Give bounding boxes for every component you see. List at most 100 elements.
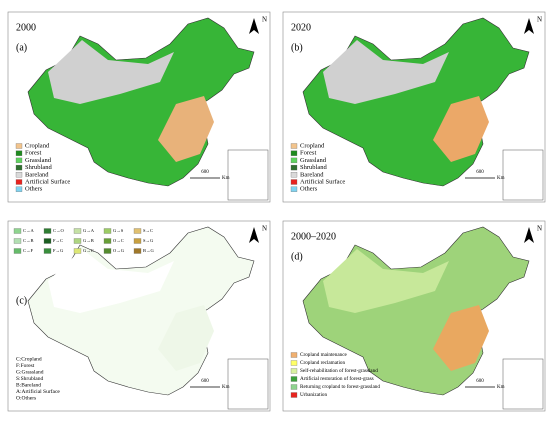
legend-swatch <box>133 238 142 244</box>
panel-title: 2000 <box>16 22 36 33</box>
legend-label: O→G <box>113 248 125 253</box>
north-arrow <box>524 227 534 243</box>
inset-frame <box>227 149 269 201</box>
legend-label: Self-rehabilitation of forest-grassland <box>300 367 378 374</box>
legend-swatch <box>290 392 298 398</box>
legend-swatch <box>133 248 142 254</box>
legend-note: B:Bareland <box>16 382 41 388</box>
legend-label: Grassland <box>300 157 327 164</box>
legend-label: G→A <box>83 228 95 233</box>
north-label: N <box>262 16 267 24</box>
legend-swatch <box>73 248 82 254</box>
legend-label: Others <box>25 186 43 193</box>
region-shape <box>158 96 214 162</box>
north-label: N <box>537 16 542 24</box>
legend-label: C→F <box>23 248 34 253</box>
legend-note: F:Forest <box>16 363 35 369</box>
legend-swatch <box>290 164 298 171</box>
region-shape <box>48 249 174 313</box>
legend-swatch <box>43 248 52 254</box>
north-arrow <box>249 227 259 243</box>
legend-swatch <box>290 376 298 382</box>
legend-swatch <box>290 172 298 178</box>
panel-label: (d) <box>291 251 303 262</box>
legend-swatch <box>133 228 142 234</box>
legend-label: Cropland <box>300 142 325 149</box>
scale-unit: Km <box>222 176 230 181</box>
legend-swatch <box>13 228 22 234</box>
legend-swatch <box>290 360 298 366</box>
scale-label: 600 <box>201 170 209 175</box>
legend-swatch <box>290 150 298 156</box>
legend-label: O→C <box>113 238 124 243</box>
legend-label: C→A <box>23 228 35 233</box>
legend-label: Artificial Surface <box>25 178 70 185</box>
legend-label: B→G <box>143 248 155 253</box>
legend-label: Forest <box>25 150 41 157</box>
legend-swatch <box>103 238 112 244</box>
legend-swatch <box>13 248 22 254</box>
scale-unit: Km <box>497 385 505 390</box>
legend-label: Cropland <box>25 142 50 149</box>
legend-note: O:Others <box>16 395 36 401</box>
scale-unit: Km <box>497 176 505 181</box>
legend-label: C→O <box>53 228 65 233</box>
north-label: N <box>537 225 542 233</box>
legend-swatch <box>290 179 298 185</box>
legend-note: S:Shrubland <box>16 376 43 382</box>
map-panel: N 600 Km 2020 (b) CroplandForestGrasslandShru… <box>282 11 546 203</box>
legend-swatch <box>43 228 52 234</box>
north-label: N <box>262 225 267 233</box>
legend-label: S→G <box>143 238 154 243</box>
legend-swatch <box>290 352 298 358</box>
legend-label: Grassland <box>25 157 52 164</box>
legend-label: G→C <box>83 248 94 253</box>
legend-label: Artificial restoration of forest-grass <box>300 375 374 382</box>
legend-label: Cropland reclamation <box>300 360 345 366</box>
legend-label: Artificial Surface <box>300 178 345 185</box>
legend-swatch <box>15 157 23 164</box>
legend-label: Bareland <box>300 171 324 178</box>
legend-label: S→C <box>143 228 153 233</box>
legend-swatch <box>290 143 298 149</box>
legend-swatch <box>43 238 52 244</box>
legend-label: Returning cropland to forest-grassland <box>300 383 380 390</box>
legend-swatch <box>73 228 82 234</box>
legend-label: F→C <box>53 238 63 243</box>
panel-label: (b) <box>291 42 303 53</box>
map-panel: N 600 Km 2000–2020 (d) Cropland maintenance Cr… <box>282 220 546 412</box>
scale-unit: Km <box>222 385 230 390</box>
legend-swatch <box>290 157 298 164</box>
legend-swatch <box>15 179 23 185</box>
legend-label: Forest <box>300 150 316 157</box>
legend-swatch <box>103 248 112 254</box>
region-shape <box>48 40 174 104</box>
legend-label: Shrubland <box>25 164 52 171</box>
panel-title: 2000–2020 <box>291 231 336 242</box>
legend-swatch <box>73 238 82 244</box>
region-shape <box>323 40 449 104</box>
region-shape <box>433 96 489 162</box>
legend-label: G→S <box>113 228 124 233</box>
legend-note: C:Cropland <box>16 356 42 362</box>
legend-swatch <box>13 238 22 244</box>
legend-label: Cropland maintenance <box>300 352 348 358</box>
legend-note: A:Artificial Surface <box>16 388 60 395</box>
legend-swatch <box>15 150 23 156</box>
legend-swatch <box>15 186 23 192</box>
legend-swatch <box>15 164 23 171</box>
region-shape <box>433 305 489 371</box>
legend-swatch <box>290 186 298 192</box>
north-arrow <box>524 18 534 34</box>
legend-label: C→B <box>23 238 34 243</box>
panel-title: 2020 <box>291 22 311 33</box>
inset-frame <box>502 358 544 410</box>
legend-note: G:Grassland <box>16 369 44 375</box>
legend-label: F→G <box>53 248 64 253</box>
scale-label: 600 <box>201 379 209 384</box>
panel-label: (a) <box>16 42 27 53</box>
inset-frame <box>502 149 544 201</box>
legend-swatch <box>290 368 298 374</box>
legend-swatch <box>15 172 23 178</box>
legend-label: Urbanization <box>300 392 327 398</box>
